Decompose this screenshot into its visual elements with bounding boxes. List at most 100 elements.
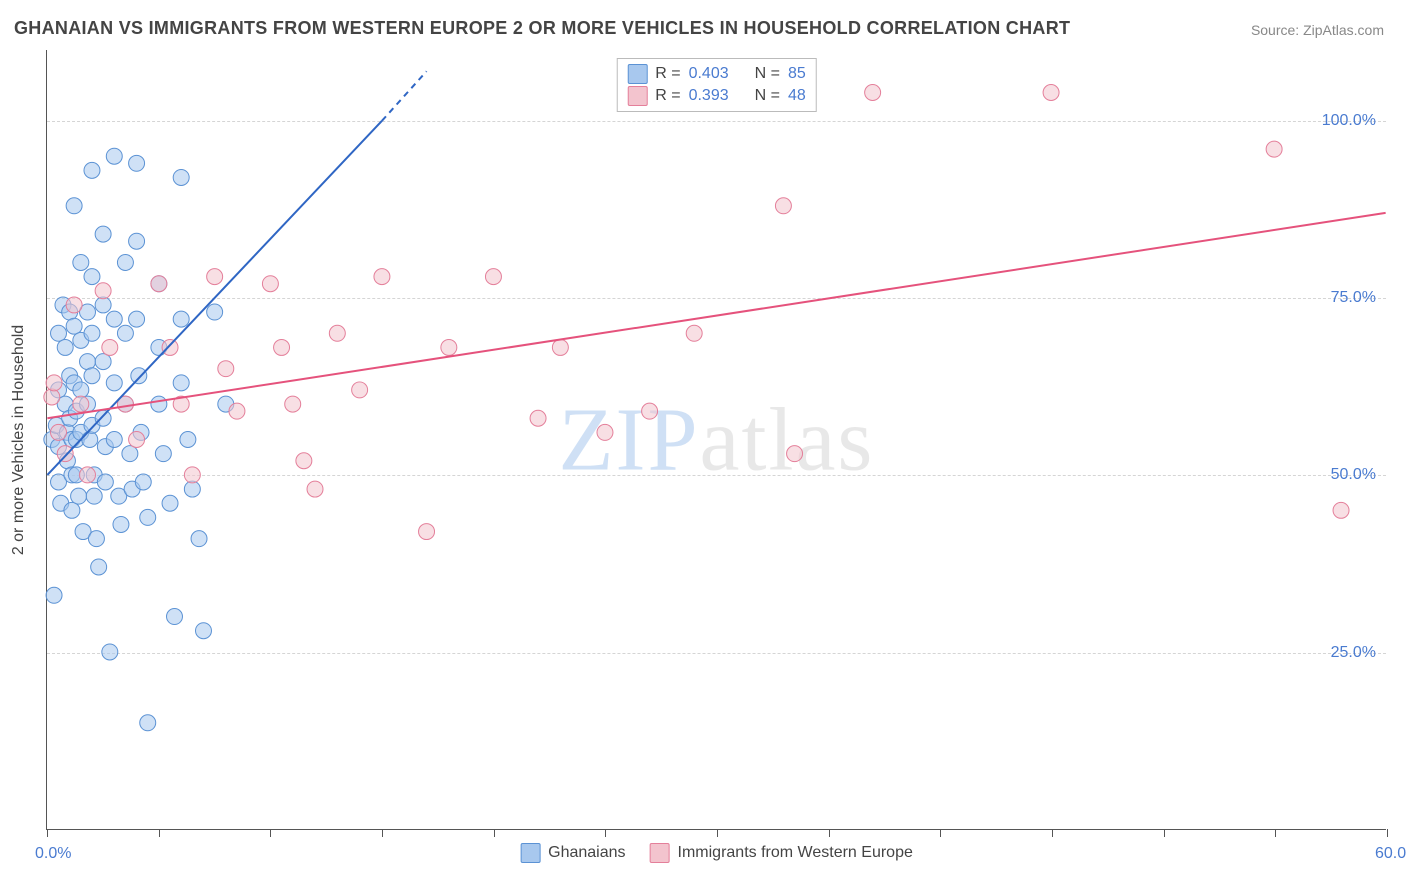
legend-label-1: Immigrants from Western Europe bbox=[678, 844, 913, 862]
scatter-point-ghanaians bbox=[95, 226, 111, 242]
scatter-point-ghanaians bbox=[57, 339, 73, 355]
scatter-point-western_europe bbox=[865, 85, 881, 101]
scatter-point-ghanaians bbox=[91, 559, 107, 575]
scatter-point-ghanaians bbox=[95, 410, 111, 426]
scatter-point-western_europe bbox=[485, 269, 501, 285]
x-tick bbox=[494, 829, 495, 837]
x-tick bbox=[940, 829, 941, 837]
swatch-we bbox=[650, 843, 670, 863]
scatter-point-western_europe bbox=[352, 382, 368, 398]
x-tick bbox=[605, 829, 606, 837]
scatter-point-western_europe bbox=[1333, 502, 1349, 518]
scatter-point-ghanaians bbox=[51, 325, 67, 341]
x-tick bbox=[1387, 829, 1388, 837]
scatter-point-ghanaians bbox=[117, 325, 133, 341]
scatter-point-western_europe bbox=[787, 446, 803, 462]
scatter-point-ghanaians bbox=[106, 432, 122, 448]
x-tick-label: 60.0% bbox=[1375, 845, 1406, 863]
scatter-point-western_europe bbox=[218, 361, 234, 377]
scatter-point-ghanaians bbox=[66, 318, 82, 334]
scatter-point-western_europe bbox=[57, 446, 73, 462]
legend-stats: R = 0.403 N = 85 R = 0.393 N = 48 bbox=[616, 58, 817, 112]
x-tick bbox=[1052, 829, 1053, 837]
scatter-point-western_europe bbox=[686, 325, 702, 341]
scatter-point-ghanaians bbox=[106, 148, 122, 164]
x-tick bbox=[717, 829, 718, 837]
legend-label-0: Ghanaians bbox=[548, 844, 625, 862]
scatter-point-ghanaians bbox=[73, 254, 89, 270]
scatter-point-western_europe bbox=[44, 389, 60, 405]
legend-item-we: Immigrants from Western Europe bbox=[650, 843, 913, 863]
scatter-point-western_europe bbox=[775, 198, 791, 214]
scatter-point-western_europe bbox=[296, 453, 312, 469]
scatter-point-ghanaians bbox=[173, 169, 189, 185]
r-label: R = bbox=[655, 65, 680, 83]
scatter-point-western_europe bbox=[274, 339, 290, 355]
r-value-1: 0.393 bbox=[689, 87, 729, 105]
scatter-point-ghanaians bbox=[131, 368, 147, 384]
scatter-point-ghanaians bbox=[129, 311, 145, 327]
x-tick bbox=[159, 829, 160, 837]
scatter-point-ghanaians bbox=[122, 446, 138, 462]
scatter-point-ghanaians bbox=[155, 446, 171, 462]
scatter-point-western_europe bbox=[441, 339, 457, 355]
scatter-point-western_europe bbox=[151, 276, 167, 292]
scatter-point-ghanaians bbox=[80, 354, 96, 370]
scatter-point-ghanaians bbox=[173, 311, 189, 327]
scatter-point-ghanaians bbox=[180, 432, 196, 448]
scatter-point-ghanaians bbox=[151, 396, 167, 412]
scatter-point-ghanaians bbox=[46, 587, 62, 603]
scatter-point-western_europe bbox=[162, 339, 178, 355]
scatter-point-ghanaians bbox=[167, 609, 183, 625]
source-label: Source: ZipAtlas.com bbox=[1251, 22, 1384, 38]
scatter-point-ghanaians bbox=[66, 198, 82, 214]
scatter-point-western_europe bbox=[95, 283, 111, 299]
scatter-point-ghanaians bbox=[140, 715, 156, 731]
scatter-point-ghanaians bbox=[82, 432, 98, 448]
legend-item-ghanaians: Ghanaians bbox=[520, 843, 625, 863]
scatter-point-ghanaians bbox=[86, 488, 102, 504]
scatter-point-ghanaians bbox=[129, 155, 145, 171]
scatter-point-western_europe bbox=[229, 403, 245, 419]
r-value-0: 0.403 bbox=[689, 65, 729, 83]
x-tick bbox=[47, 829, 48, 837]
scatter-point-ghanaians bbox=[97, 474, 113, 490]
plot-area: 2 or more Vehicles in Household ZIPatlas… bbox=[46, 50, 1386, 830]
scatter-point-ghanaians bbox=[140, 509, 156, 525]
scatter-point-western_europe bbox=[552, 339, 568, 355]
scatter-point-ghanaians bbox=[84, 162, 100, 178]
n-value-1: 48 bbox=[788, 87, 806, 105]
n-value-0: 85 bbox=[788, 65, 806, 83]
legend-stats-row-we: R = 0.393 N = 48 bbox=[627, 85, 806, 107]
scatter-point-western_europe bbox=[207, 269, 223, 285]
scatter-point-ghanaians bbox=[84, 269, 100, 285]
scatter-point-western_europe bbox=[73, 396, 89, 412]
x-tick bbox=[829, 829, 830, 837]
scatter-point-western_europe bbox=[102, 339, 118, 355]
chart-title: GHANAIAN VS IMMIGRANTS FROM WESTERN EURO… bbox=[14, 18, 1070, 39]
scatter-point-western_europe bbox=[66, 297, 82, 313]
x-tick bbox=[1164, 829, 1165, 837]
scatter-point-ghanaians bbox=[207, 304, 223, 320]
legend-series: Ghanaians Immigrants from Western Europe bbox=[520, 843, 913, 863]
scatter-point-ghanaians bbox=[84, 325, 100, 341]
scatter-point-western_europe bbox=[597, 424, 613, 440]
swatch-ghanaians bbox=[520, 843, 540, 863]
scatter-point-ghanaians bbox=[106, 311, 122, 327]
scatter-point-ghanaians bbox=[95, 297, 111, 313]
swatch-ghanaians bbox=[627, 64, 647, 84]
scatter-point-ghanaians bbox=[184, 481, 200, 497]
scatter-point-ghanaians bbox=[173, 375, 189, 391]
y-axis-title: 2 or more Vehicles in Household bbox=[10, 324, 28, 554]
x-tick bbox=[1275, 829, 1276, 837]
scatter-point-ghanaians bbox=[117, 254, 133, 270]
scatter-point-western_europe bbox=[329, 325, 345, 341]
n-label: N = bbox=[755, 87, 780, 105]
scatter-point-ghanaians bbox=[196, 623, 212, 639]
scatter-point-ghanaians bbox=[88, 531, 104, 547]
scatter-point-ghanaians bbox=[191, 531, 207, 547]
regression-line-dash-ghanaians bbox=[382, 71, 427, 121]
regression-line-western_europe bbox=[47, 213, 1385, 418]
scatter-point-western_europe bbox=[1043, 85, 1059, 101]
scatter-point-western_europe bbox=[184, 467, 200, 483]
